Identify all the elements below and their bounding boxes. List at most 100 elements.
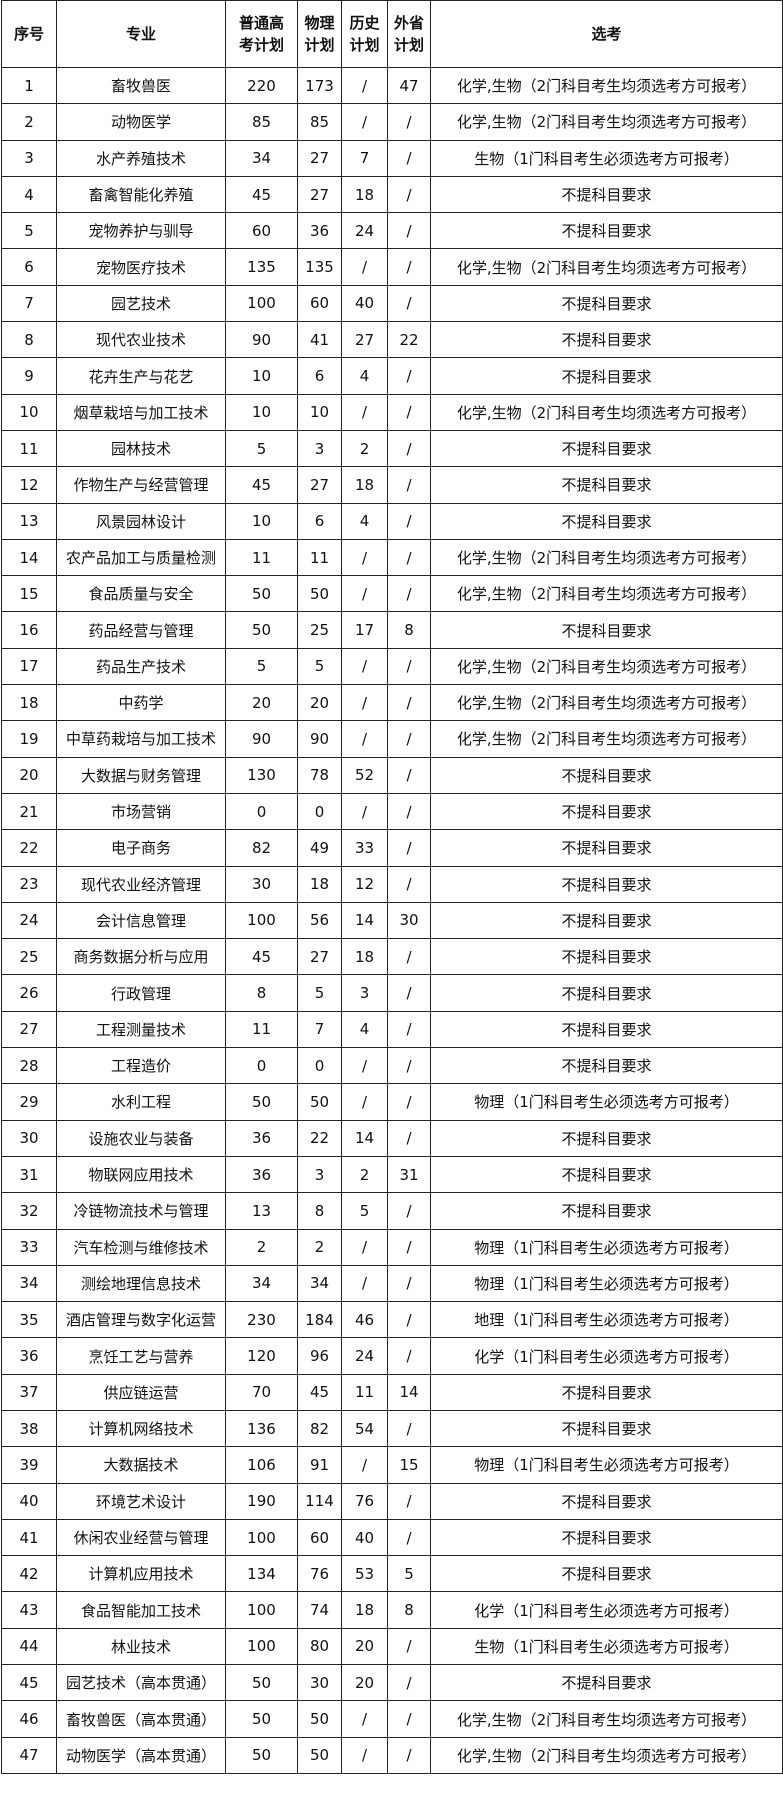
cell-history-plan: 54 [341,1409,388,1448]
cell-index: 43 [1,1591,57,1629]
cell-index: 2 [1,103,57,141]
cell-general-plan: 50 [225,575,298,613]
cell-index: 11 [1,429,57,468]
cell-history-plan: / [341,1083,388,1121]
cell-general-plan: 36 [225,1119,298,1157]
cell-subject-requirement: 物理（1门科目考生必须选考方可报考） [430,1446,783,1484]
cell-physics-plan: 3 [297,429,342,468]
cell-index: 26 [1,974,57,1012]
cell-general-plan: 100 [225,1518,298,1557]
cell-major: 风景园林设计 [56,502,226,540]
cell-major: 畜牧兽医 [56,66,226,105]
cell-general-plan: 11 [225,1010,298,1049]
cell-physics-plan: 25 [297,611,342,649]
cell-physics-plan: 50 [297,1736,342,1774]
cell-physics-plan: 78 [297,756,342,794]
table-row: 24 会计信息管理 100 56 14 30 不提科目要求 [1,901,783,940]
cell-history-plan: 7 [341,139,388,177]
cell-out-of-province-plan: / [387,212,431,250]
cell-general-plan: 34 [225,1264,298,1303]
cell-history-plan: / [341,1700,388,1738]
cell-subject-requirement: 不提科目要求 [430,938,783,976]
cell-major: 中药学 [56,684,226,722]
table-row: 39 大数据技术 106 91/15 物理（1门科目考生必须选考方可报考） [1,1446,783,1484]
cell-subject-requirement: 不提科目要求 [430,1047,783,1085]
cell-history-plan: / [341,575,388,613]
cell-history-plan: 18 [341,938,388,976]
cell-out-of-province-plan: / [387,792,431,831]
cell-index: 37 [1,1373,57,1411]
cell-major: 计算机应用技术 [56,1555,226,1593]
cell-general-plan: 30 [225,865,298,903]
cell-history-plan: / [341,1736,388,1774]
cell-history-plan: 20 [341,1664,388,1702]
cell-index: 36 [1,1337,57,1375]
cell-major: 休闲农业经营与管理 [56,1518,226,1557]
cell-physics-plan: 10 [297,393,342,431]
table-row: 30 设施农业与装备 36 22 14/不提科目要求 [1,1119,783,1157]
cell-out-of-province-plan: / [387,1409,431,1448]
cell-subject-requirement: 不提科目要求 [430,1664,783,1702]
table-row: 37 供应链运营 70 45 11 14 不提科目要求 [1,1373,783,1411]
cell-out-of-province-plan: / [387,647,431,686]
cell-history-plan: 76 [341,1482,388,1520]
cell-out-of-province-plan: / [387,175,431,214]
cell-major: 畜禽智能化养殖 [56,175,226,214]
cell-general-plan: 136 [225,1409,298,1448]
cell-index: 34 [1,1264,57,1303]
cell-history-plan: 53 [341,1555,388,1593]
cell-physics-plan: 90 [297,720,342,758]
cell-index: 29 [1,1083,57,1121]
cell-subject-requirement: 不提科目要求 [430,1373,783,1411]
cell-general-plan: 34 [225,139,298,177]
cell-physics-plan: 82 [297,1409,342,1448]
table-row: 27 工程测量技术 11 7 4/不提科目要求 [1,1010,783,1049]
cell-out-of-province-plan: / [387,1119,431,1157]
cell-general-plan: 230 [225,1301,298,1339]
cell-index: 28 [1,1047,57,1085]
cell-subject-requirement: 不提科目要求 [430,901,783,940]
cell-subject-requirement: 不提科目要求 [430,1409,783,1448]
cell-history-plan: 17 [341,611,388,649]
cell-general-plan: 50 [225,1736,298,1774]
cell-subject-requirement: 化学,生物（2门科目考生均须选考方可报考） [430,647,783,686]
cell-history-plan: 18 [341,175,388,214]
cell-out-of-province-plan: / [387,938,431,976]
cell-out-of-province-plan: 31 [387,1155,431,1194]
table-row: 14 农产品加工与质量检测 11 11// 化学,生物（2门科目考生均须选考方可报考） [1,538,783,577]
cell-out-of-province-plan: / [387,1482,431,1520]
table-row: 46 畜牧兽医（高本贯通） 50 50// 化学,生物（2门科目考生均须选考方可报考） [1,1700,783,1738]
cell-general-plan: 120 [225,1337,298,1375]
cell-history-plan: / [341,720,388,758]
cell-index: 9 [1,357,57,395]
cell-index: 23 [1,865,57,903]
cell-history-plan: / [341,1446,388,1484]
table-row: 13 风景园林设计 10 6 4/不提科目要求 [1,502,783,540]
header-index: 序号 [1,0,57,68]
cell-out-of-province-plan: / [387,1627,431,1666]
cell-history-plan: 40 [341,284,388,323]
cell-major: 现代农业经济管理 [56,865,226,903]
cell-index: 44 [1,1627,57,1666]
cell-out-of-province-plan: 8 [387,611,431,649]
table-row: 8 现代农业技术 90 41 27 22 不提科目要求 [1,321,783,359]
cell-history-plan: 2 [341,429,388,468]
cell-physics-plan: 30 [297,1664,342,1702]
cell-general-plan: 82 [225,829,298,867]
cell-major: 汽车检测与维修技术 [56,1228,226,1266]
header-row: 序号 专业 普通高考计划 物理计划 历史计划 外省计划 选考 [1,0,783,68]
cell-general-plan: 0 [225,792,298,831]
table-row: 25 商务数据分析与应用 45 27 18/不提科目要求 [1,938,783,976]
cell-subject-requirement: 化学,生物（2门科目考生均须选考方可报考） [430,720,783,758]
cell-subject-requirement: 化学,生物（2门科目考生均须选考方可报考） [430,1700,783,1738]
cell-major: 水产养殖技术 [56,139,226,177]
cell-physics-plan: 20 [297,684,342,722]
cell-out-of-province-plan: / [387,1047,431,1085]
table-row: 7 园艺技术 100 60 40/不提科目要求 [1,284,783,323]
cell-index: 18 [1,684,57,722]
cell-index: 47 [1,1736,57,1774]
cell-out-of-province-plan: / [387,538,431,577]
cell-physics-plan: 36 [297,212,342,250]
cell-physics-plan: 114 [297,1482,342,1520]
